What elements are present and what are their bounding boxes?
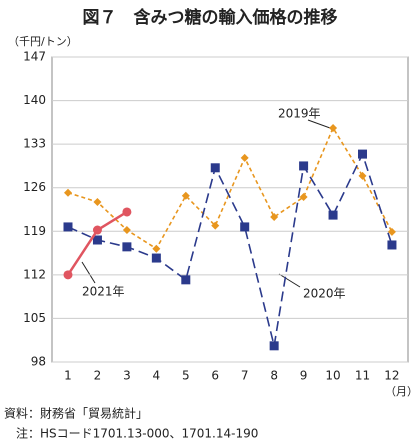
marker [151,253,161,263]
series-label: 2021年 [82,285,125,299]
x-tick-label: 2 [94,369,102,383]
marker [328,210,338,220]
y-tick-label: 112 [23,267,46,281]
source-note: 資料：財務省「貿易統計」 [4,406,148,421]
series-line [67,126,393,250]
marker [152,244,161,253]
x-tick-label: 8 [270,369,278,383]
marker [64,188,72,197]
marker [93,198,102,207]
marker [329,123,338,132]
leader-line [278,273,301,288]
marker [63,270,73,280]
x-tick-label: 4 [153,369,161,383]
marker [240,222,250,232]
x-tick-label: 7 [241,369,249,383]
source-note: 注：HSコード1701.13-000、1701.14-190 [4,426,258,441]
x-tick-label: 9 [300,369,308,383]
x-tick-label: 6 [211,369,219,383]
x-tick-label: 1 [64,369,72,383]
x-tick-label: 5 [182,369,190,383]
y-tick-label: 126 [23,180,46,194]
plot-frame [51,56,409,363]
series-line [67,151,393,347]
x-tick-label: 11 [355,369,370,383]
y-tick-label: 147 [23,50,46,64]
marker [181,275,191,285]
y-tick-label: 133 [23,137,46,151]
y-axis-label: （千円/トン） [8,35,78,48]
marker [240,153,249,162]
y-tick-label: 98 [31,355,46,369]
y-tick-label: 140 [23,93,46,107]
marker [211,221,220,230]
marker [181,191,190,200]
marker [299,161,309,171]
x-tick-label: 3 [123,369,131,383]
leader-line [307,119,331,129]
marker [122,242,132,252]
x-tick-label: 10 [325,369,340,383]
series-label: 2019年 [278,107,321,121]
marker [387,240,397,250]
marker [122,207,132,217]
y-tick-label: 119 [23,224,46,238]
marker [269,341,279,351]
chart-title: 図７ 含みつ糖の輸入価格の推移 [83,7,338,28]
marker [358,171,367,180]
series-label: 2020年 [303,287,346,301]
x-axis-label: （月） [385,385,418,398]
marker [92,235,102,245]
marker [122,226,131,235]
marker [63,222,73,232]
marker [387,227,396,236]
marker [358,149,367,159]
y-tick-label: 105 [23,311,46,325]
x-tick-label: 12 [384,369,399,383]
marker [210,163,220,173]
marker [92,225,102,235]
leader-line [81,261,96,284]
marker [270,212,279,221]
marker [299,193,308,202]
